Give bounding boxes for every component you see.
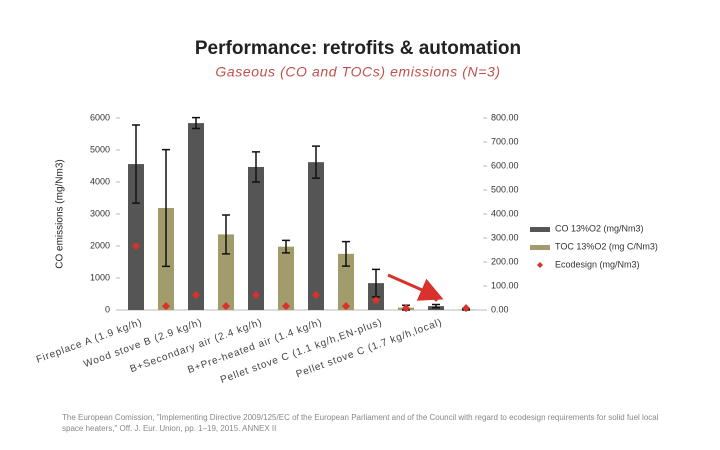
ecodesign-marker <box>222 302 230 311</box>
y-tick-label: 0 <box>105 304 110 314</box>
legend-label: TOC 13%O2 (mg C/Nm3) <box>555 241 658 251</box>
y-tick-label: 5000 <box>90 144 110 154</box>
y-axis-label: CO emissions (mg/Nm3) <box>55 159 66 268</box>
error-bar <box>192 116 200 130</box>
chart-subtitle: Gaseous (CO and TOCs) emissions (N=3) <box>215 64 500 80</box>
y2-tick-label: 100.00 <box>491 280 519 290</box>
legend-label: CO 13%O2 (mg/Nm3) <box>555 223 644 233</box>
error-bar <box>132 124 140 204</box>
bar <box>338 253 354 310</box>
chart-title: Performance: retrofits & automation <box>195 38 521 59</box>
y-tick-label: 6000 <box>90 112 110 122</box>
ecodesign-marker <box>372 296 380 305</box>
ecodesign-marker <box>312 290 320 299</box>
bar <box>308 162 324 310</box>
error-bar <box>162 148 170 268</box>
ecodesign-marker <box>342 302 350 311</box>
ecodesign-marker <box>402 304 410 313</box>
error-bar <box>282 239 290 254</box>
ecodesign-marker <box>132 242 140 250</box>
error-bar <box>312 145 320 179</box>
error-bar <box>342 240 350 267</box>
y2-tick-label: 0.00 <box>491 304 509 314</box>
error-bar <box>432 303 440 309</box>
ecodesign-marker <box>162 302 170 311</box>
ecodesign-marker <box>192 290 200 299</box>
ecodesign-marker <box>432 293 440 302</box>
legend-label: Ecodesign (mg/Nm3) <box>555 259 640 269</box>
bar <box>128 164 144 310</box>
y2-tick-label: 200.00 <box>491 256 519 266</box>
y2-tick-label: 700.00 <box>491 136 519 146</box>
y2-tick-label: 400.00 <box>491 208 519 218</box>
y2-tick-label: 300.00 <box>491 232 519 242</box>
y-tick-label: 2000 <box>90 240 110 250</box>
bar <box>248 166 264 310</box>
bar <box>188 123 204 311</box>
annotation-arrow <box>387 273 444 301</box>
ecodesign-marker <box>252 290 260 299</box>
y-tick-label: 4000 <box>90 176 110 186</box>
bar <box>278 246 294 310</box>
legend-marker <box>537 262 543 268</box>
y2-tick-label: 600.00 <box>491 160 519 170</box>
y2-tick-label: 800.00 <box>491 112 519 122</box>
error-bar <box>222 214 230 255</box>
y-tick-label: 3000 <box>90 208 110 218</box>
ecodesign-marker <box>462 304 470 313</box>
legend-swatch <box>530 245 550 250</box>
ecodesign-marker <box>282 302 290 311</box>
error-bar <box>252 151 260 183</box>
legend-swatch <box>530 227 550 232</box>
y-tick-label: 1000 <box>90 272 110 282</box>
y2-tick-label: 500.00 <box>491 184 519 194</box>
footnote: The European Comission, "Implementing Di… <box>62 413 659 433</box>
